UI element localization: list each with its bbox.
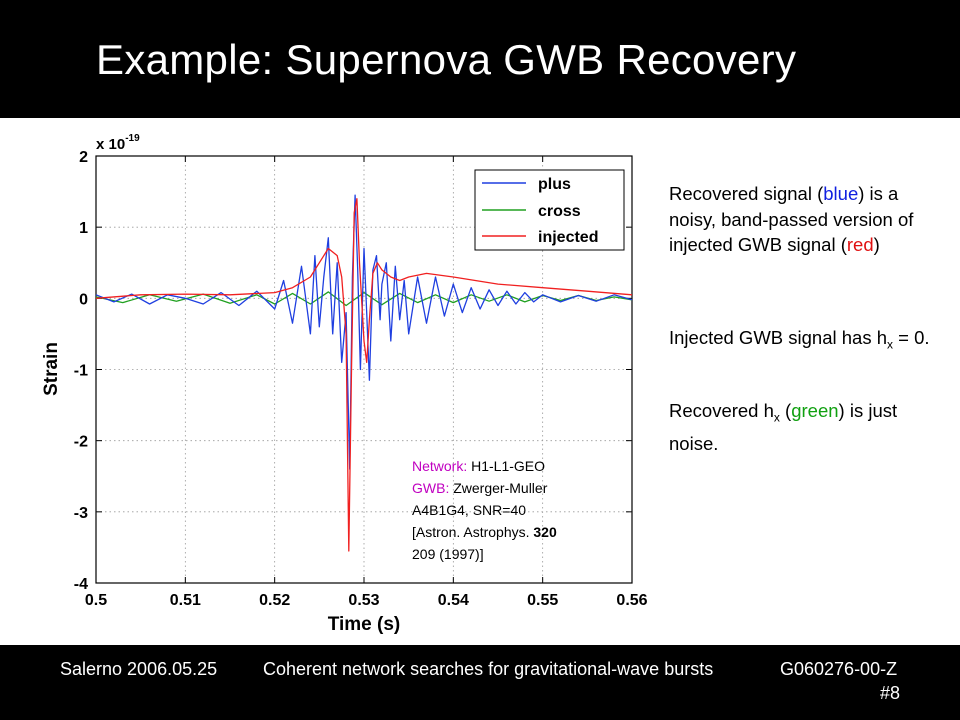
x-tick-label: 0.51 [170, 592, 201, 609]
explanation-noise: Recovered hx (green) is just noise. [669, 398, 931, 457]
x-tick-label: 0.5 [85, 592, 107, 609]
strain-chart: 0.5 0.51 0.52 0.53 0.54 0.55 0.56 -4-3-2-1012 … [41, 133, 648, 635]
annotation-ref-a: [Astron. Astrophys. [412, 524, 533, 540]
series-line-injected [95, 198, 633, 552]
legend: plus cross injected [474, 169, 625, 251]
y-multiplier-exp: -19 [125, 133, 140, 144]
series-line-plus [95, 194, 633, 470]
y-tick-label: -4 [74, 576, 88, 593]
annotation-gwb-value: Zwerger-Muller [449, 480, 547, 496]
y-tick-label: -1 [74, 363, 88, 380]
legend-label-plus: plus [538, 176, 571, 193]
y-tick-label: 0 [79, 291, 88, 308]
x-tick-labels: 0.5 0.51 0.52 0.53 0.54 0.55 0.56 [85, 592, 648, 609]
y-tick-label: 1 [79, 220, 88, 237]
annotation-ref-volume: 320 [533, 524, 557, 540]
x-tick-label: 0.56 [616, 592, 647, 609]
chart-grid [96, 156, 632, 583]
series-lines [95, 194, 633, 552]
annotation-line-2: GWB: Zwerger-Muller [412, 480, 548, 496]
annotation-line-4: [Astron. Astrophys. 320 [412, 524, 557, 540]
x-axis-label: Time (s) [328, 614, 401, 635]
side-p1-b: ) is a noisy, band-passed version of inj… [669, 183, 914, 255]
y-axis-label: Strain [41, 342, 62, 396]
footer-bar: Salerno 2006.05.25 Coherent network sear… [0, 645, 960, 720]
legend-label-injected: injected [538, 229, 598, 246]
y-multiplier: x 10-19 [96, 133, 140, 153]
legend-label-cross: cross [538, 203, 581, 220]
footer-talk-title: Coherent network searches for gravitatio… [263, 659, 714, 679]
x-tick-label: 0.54 [438, 592, 469, 609]
side-p1-red: red [846, 234, 874, 255]
annotation-network-label: Network: [412, 458, 467, 474]
title-bar: Example: Supernova GWB Recovery [0, 0, 960, 118]
x-tick-label: 0.53 [348, 592, 379, 609]
y-tick-label: -3 [74, 505, 88, 522]
footer-location-date: Salerno 2006.05.25 [60, 659, 218, 679]
y-tick-label: -2 [74, 434, 88, 451]
side-p3-sub: x [773, 410, 780, 425]
side-p2-a: Injected GWB signal has h [669, 327, 887, 348]
side-p3-b: ( [779, 400, 792, 421]
annotation-line-3: A4B1G4, SNR=40 [412, 502, 526, 518]
side-p3-green: green [791, 400, 839, 421]
x-tick-label: 0.52 [259, 592, 290, 609]
annotation-network-value: H1-L1-GEO [467, 458, 545, 474]
y-multiplier-base: x 10 [96, 136, 125, 153]
annotation-gwb-label: GWB: [412, 480, 449, 496]
side-p1-a: Recovered signal ( [669, 183, 824, 204]
side-p2-sub: x [887, 337, 893, 352]
side-p1-c: ) [873, 234, 880, 255]
chart-annotation: Network: H1-L1-GEO GWB: Zwerger-Muller A… [412, 458, 557, 562]
y-tick-label: 2 [79, 149, 88, 166]
annotation-line-5: 209 (1997)] [412, 546, 484, 562]
explanation-injected: Injected GWB signal has hx = 0. [669, 325, 931, 358]
side-p2-b: = 0. [893, 327, 930, 348]
annotation-line-1: Network: H1-L1-GEO [412, 458, 545, 474]
slide-title: Example: Supernova GWB Recovery [96, 36, 797, 83]
footer-doc-number: G060276-00-Z [780, 659, 898, 679]
x-tick-label: 0.55 [527, 592, 558, 609]
side-p1-blue: blue [823, 183, 859, 204]
explanation-recovered: Recovered signal (blue) is a noisy, band… [669, 181, 931, 258]
y-tick-labels: -4 -3 -2 -1 0 1 2 [74, 149, 88, 593]
side-p3-c: ) is just noise. [669, 400, 898, 455]
footer-page-number: #8 [880, 683, 901, 703]
side-p3-a: Recovered h [669, 400, 774, 421]
